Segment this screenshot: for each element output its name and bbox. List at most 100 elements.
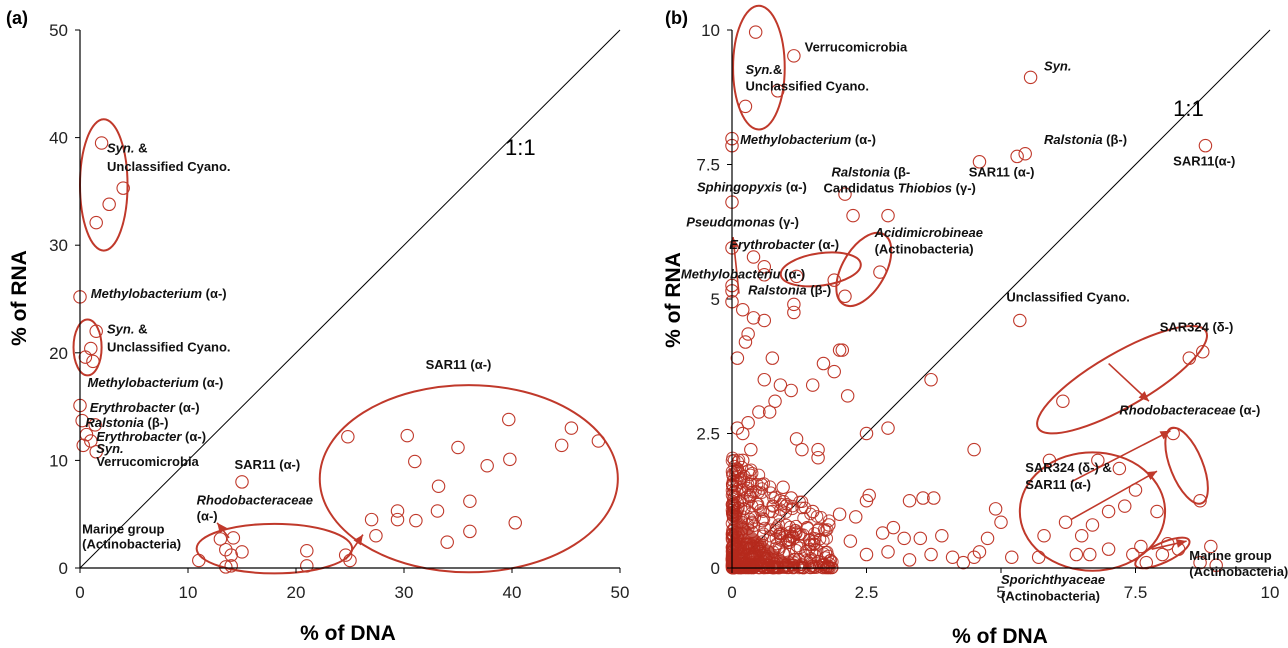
data-point-dense bbox=[728, 466, 742, 480]
data-point-dense bbox=[727, 490, 741, 504]
data-point bbox=[1101, 542, 1116, 556]
taxon-annotation: SAR324 (δ-) bbox=[1160, 319, 1234, 334]
data-point bbox=[843, 534, 858, 548]
data-point bbox=[89, 215, 103, 230]
data-point bbox=[733, 480, 747, 495]
data-point bbox=[369, 528, 383, 543]
data-point bbox=[431, 479, 446, 493]
data-point bbox=[746, 311, 761, 325]
data-point bbox=[1139, 555, 1154, 570]
taxon-annotation: SAR11 (α-) bbox=[234, 457, 300, 472]
taxon-annotation: SAR11 (α-) bbox=[1025, 477, 1091, 492]
taxon-annotation: Ralstonia (β- bbox=[832, 164, 911, 179]
taxon-annotation: Erythrobacter (α-) bbox=[729, 237, 839, 252]
taxon-annotation: SAR11 (α-) bbox=[426, 357, 492, 372]
taxon-annotation: Rhodobacteraceae (α-) bbox=[1119, 403, 1260, 418]
data-point bbox=[972, 545, 987, 559]
data-point bbox=[1023, 70, 1038, 85]
data-point bbox=[859, 426, 874, 441]
data-point bbox=[1198, 138, 1213, 153]
data-point bbox=[945, 550, 960, 564]
data-point bbox=[235, 545, 249, 559]
data-point bbox=[1074, 528, 1089, 543]
taxon-annotation: Ralstonia (β-) bbox=[748, 283, 831, 298]
data-point bbox=[967, 442, 981, 457]
taxon-annotation: Sphingopyxis (α-) bbox=[697, 179, 807, 194]
taxon-annotation: Ralstonia (β-) bbox=[1044, 132, 1127, 147]
data-point bbox=[102, 197, 116, 212]
data-point bbox=[1058, 515, 1073, 530]
data-point bbox=[1085, 518, 1100, 532]
data-point bbox=[746, 250, 761, 264]
group-ellipse bbox=[1134, 536, 1191, 570]
data-point bbox=[811, 450, 825, 465]
data-point-dense bbox=[746, 516, 759, 530]
taxon-annotation: Sporichthyaceae bbox=[1001, 572, 1105, 587]
data-point bbox=[757, 268, 772, 282]
data-point bbox=[765, 504, 780, 519]
data-point-dense bbox=[745, 466, 759, 480]
data-point-dense bbox=[743, 512, 757, 526]
x-tick-label: 40 bbox=[503, 583, 522, 602]
data-point bbox=[1031, 550, 1046, 564]
data-point bbox=[88, 418, 102, 432]
annotation-arrow-head bbox=[1175, 538, 1187, 548]
data-point-dense bbox=[782, 533, 796, 547]
taxon-annotation: (Actinobacteria) bbox=[82, 537, 181, 552]
taxon-annotation: Methylobacterium (α-) bbox=[88, 375, 224, 390]
data-point bbox=[967, 550, 981, 564]
data-point bbox=[364, 512, 379, 527]
taxon-annotation: (Actinobacteria) bbox=[1001, 588, 1100, 603]
data-point bbox=[789, 269, 804, 284]
data-point bbox=[341, 429, 355, 444]
data-point bbox=[741, 327, 755, 341]
data-point-dense bbox=[763, 480, 777, 493]
data-point bbox=[1037, 528, 1051, 543]
data-point bbox=[730, 351, 745, 365]
data-point-dense bbox=[786, 499, 799, 513]
annotation-arrow bbox=[1070, 430, 1171, 483]
data-point-dense bbox=[803, 542, 816, 556]
data-point bbox=[738, 335, 753, 349]
panel-a-x-axis-title: % of DNA bbox=[300, 622, 396, 645]
taxon-annotation: Erythrobacter (α-) bbox=[90, 400, 200, 415]
panel-a: (a) 0 10 20 30 40 50 0 10 20 30 40 50 Syn. & Unclass… bbox=[6, 8, 629, 645]
data-point bbox=[224, 548, 238, 562]
data-point bbox=[926, 491, 941, 505]
y-tick-label: 0 bbox=[711, 559, 720, 578]
data-point bbox=[748, 25, 763, 39]
data-point bbox=[591, 434, 606, 448]
y-tick-label: 50 bbox=[49, 21, 68, 40]
group-ellipse bbox=[779, 251, 862, 288]
data-point bbox=[730, 421, 745, 435]
group-ellipse bbox=[732, 4, 786, 131]
data-point-dense bbox=[773, 509, 786, 523]
x-tick-label: 10 bbox=[1261, 583, 1280, 602]
taxon-annotation: Unclassified Cyano. bbox=[1006, 290, 1130, 305]
y-tick-label: 40 bbox=[49, 129, 68, 148]
data-point bbox=[835, 343, 850, 357]
data-point bbox=[757, 372, 772, 387]
data-point bbox=[1204, 539, 1218, 554]
data-point bbox=[846, 208, 860, 223]
data-point bbox=[1193, 555, 1207, 570]
data-point bbox=[749, 496, 763, 511]
data-point bbox=[343, 553, 357, 568]
data-point-dense bbox=[757, 513, 771, 526]
data-point-dense bbox=[816, 557, 830, 571]
taxon-annotation: Syn.& bbox=[745, 62, 782, 77]
x-tick-label: 30 bbox=[395, 583, 414, 602]
data-point bbox=[1150, 504, 1164, 519]
data-point bbox=[1112, 461, 1127, 476]
data-point-dense bbox=[804, 507, 817, 521]
data-point bbox=[1126, 547, 1140, 562]
data-point bbox=[881, 545, 895, 559]
data-point bbox=[736, 426, 750, 441]
data-point bbox=[916, 491, 930, 505]
data-point bbox=[300, 544, 314, 558]
x-tick-label: 0 bbox=[727, 583, 736, 602]
data-point bbox=[219, 542, 233, 557]
y-tick-label: 5 bbox=[711, 290, 720, 309]
data-point-dense bbox=[772, 518, 785, 531]
data-point bbox=[832, 343, 847, 357]
